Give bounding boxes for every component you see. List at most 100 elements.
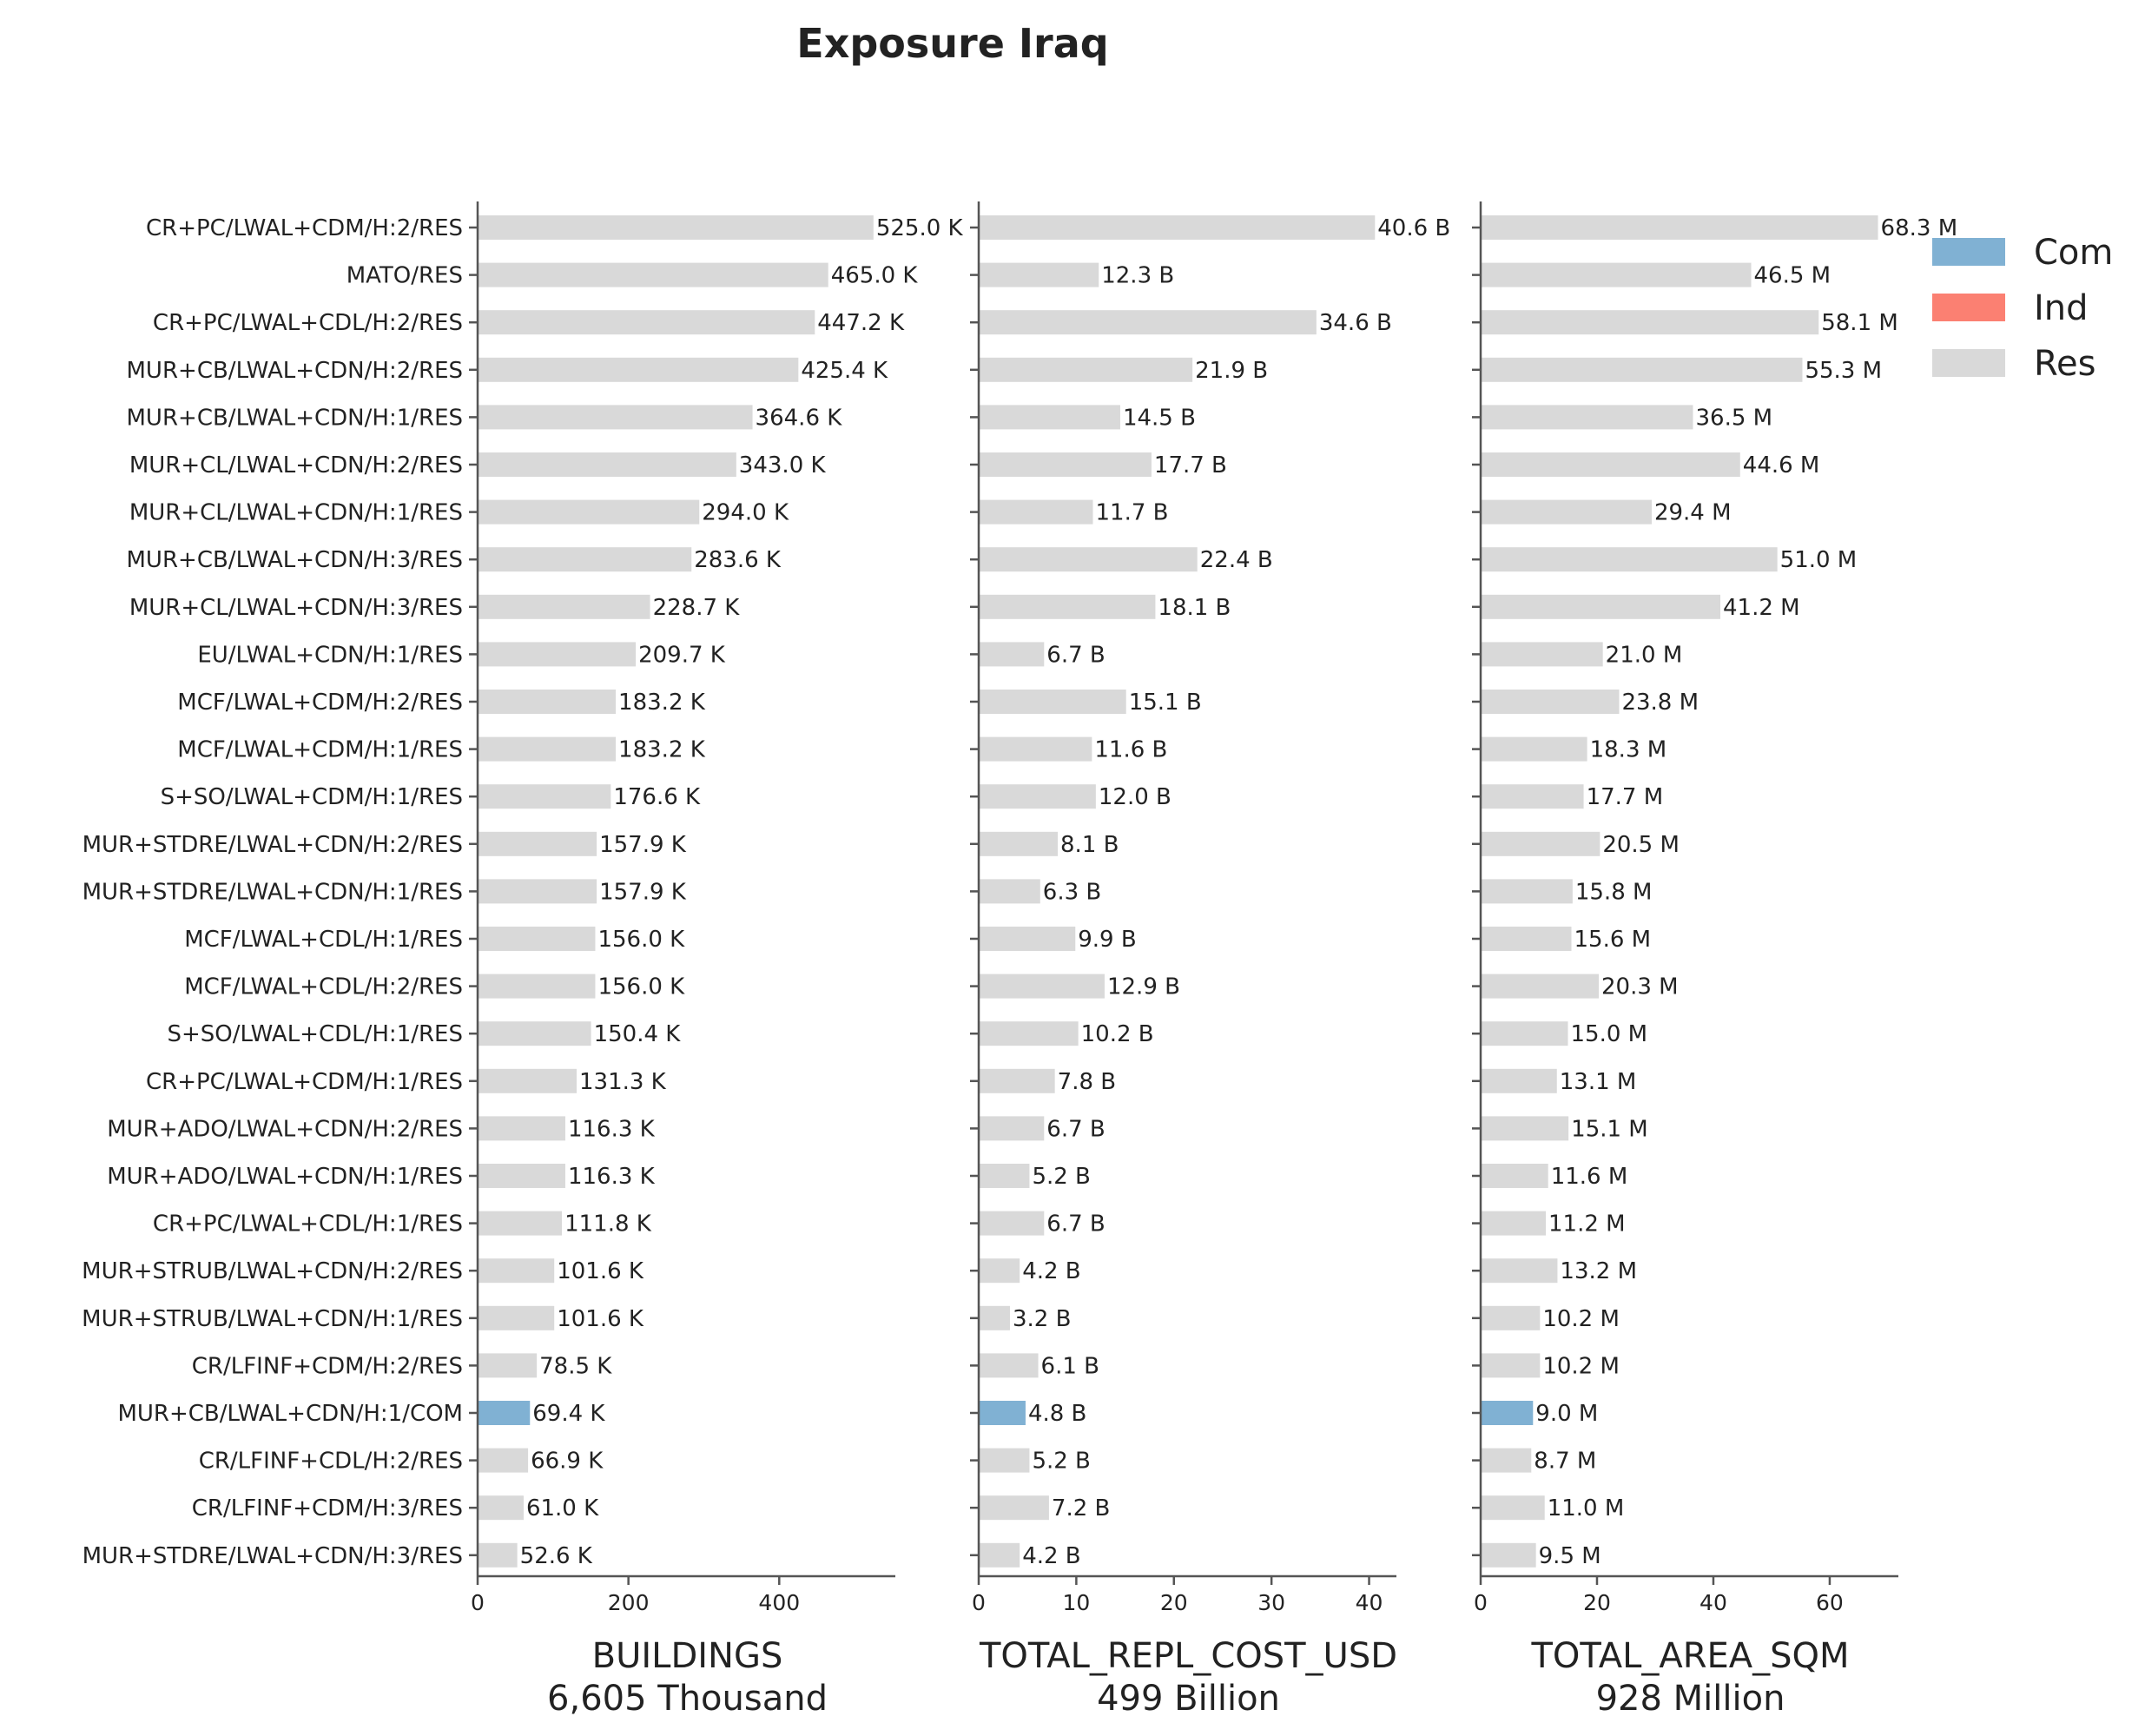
bar — [478, 974, 596, 999]
data-label: 20.5 M — [1602, 832, 1680, 858]
x-axis-total: 499 Billion — [1097, 1679, 1280, 1719]
data-label: 4.8 B — [1028, 1401, 1086, 1427]
x-tick-label: 20 — [1583, 1590, 1611, 1615]
category-label: CR+PC/LWAL+CDL/H:2/RES — [153, 310, 463, 336]
x-axis-total: 6,605 Thousand — [547, 1679, 828, 1719]
data-label: 4.2 B — [1022, 1543, 1080, 1569]
data-label: 12.9 B — [1107, 974, 1180, 1000]
data-label: 15.1 M — [1571, 1116, 1648, 1142]
x-tick-label: 40 — [1356, 1590, 1383, 1615]
x-tick-label: 60 — [1816, 1590, 1844, 1615]
bar — [1481, 1164, 1548, 1188]
category-label: MCF/LWAL+CDL/H:1/RES — [184, 927, 463, 953]
bar — [478, 215, 874, 240]
data-label: 425.4 K — [801, 358, 888, 384]
panel-1: 525.0 K 465.0 K 447.2 K 425.4 K 364.6 K 343.0… — [82, 201, 964, 1719]
data-label: 5.2 B — [1032, 1164, 1090, 1190]
data-label: 5.2 B — [1032, 1449, 1090, 1475]
data-label: 69.4 K — [532, 1401, 605, 1427]
data-label: 78.5 K — [539, 1353, 612, 1379]
bar — [1481, 1258, 1558, 1284]
bar — [979, 1495, 1049, 1521]
data-label: 116.3 K — [568, 1116, 656, 1142]
data-label: 11.6 B — [1094, 737, 1167, 763]
legend-swatch — [1932, 294, 2005, 321]
category-label: MUR+CL/LWAL+CDN/H:1/RES — [129, 500, 463, 526]
category-label: MCF/LWAL+CDM/H:2/RES — [177, 690, 463, 716]
category-label: MUR+CB/LWAL+CDN/H:2/RES — [127, 358, 464, 384]
data-label: 40.6 B — [1377, 215, 1450, 241]
data-label: 228.7 K — [653, 595, 741, 621]
data-label: 525.0 K — [876, 215, 964, 241]
bar — [979, 499, 1093, 525]
bar — [979, 1305, 1010, 1330]
x-axis-total: 928 Million — [1596, 1679, 1785, 1719]
bar — [478, 1305, 555, 1330]
data-label: 44.6 M — [1743, 452, 1820, 479]
bar — [979, 547, 1198, 572]
data-label: 14.5 B — [1123, 405, 1196, 431]
bar — [1481, 831, 1600, 856]
x-axis-label: TOTAL_REPL_COST_USD — [979, 1636, 1397, 1676]
legend-swatch — [1932, 349, 2005, 377]
data-label: 9.9 B — [1078, 927, 1136, 953]
bar — [979, 1116, 1045, 1141]
data-label: 10.2 B — [1081, 1021, 1154, 1047]
data-label: 9.5 M — [1539, 1543, 1601, 1569]
bar — [478, 1021, 591, 1046]
data-label: 21.0 M — [1606, 642, 1683, 668]
bar — [478, 1068, 577, 1093]
bar — [478, 262, 828, 287]
data-label: 15.1 B — [1129, 690, 1202, 716]
legend-label: Com — [2034, 233, 2113, 273]
bar — [979, 1021, 1079, 1046]
bar — [979, 879, 1040, 904]
data-label: 11.7 B — [1095, 500, 1168, 526]
bar — [979, 1542, 1020, 1568]
bar — [1481, 1211, 1547, 1236]
bar — [478, 736, 617, 762]
bar — [1481, 1068, 1557, 1093]
bar — [478, 879, 597, 904]
bar — [979, 262, 1099, 287]
panel-2: 40.6 B 12.3 B 34.6 B 21.9 B 14.5 B 17.7 B 11.7… — [970, 201, 1450, 1719]
bar — [1481, 1542, 1536, 1568]
bar — [1481, 310, 1819, 335]
x-tick-label: 0 — [972, 1590, 986, 1615]
bar — [1481, 262, 1752, 287]
bar — [979, 736, 1092, 762]
bar — [979, 1353, 1039, 1378]
bar — [478, 357, 799, 382]
data-label: 55.3 M — [1805, 358, 1882, 384]
bar — [1481, 1401, 1534, 1425]
bar — [478, 405, 753, 430]
bar — [478, 594, 650, 619]
category-label: MUR+CL/LWAL+CDN/H:3/RES — [129, 595, 463, 621]
bar — [478, 831, 597, 856]
data-label: 18.1 B — [1158, 595, 1231, 621]
data-label: 17.7 M — [1587, 784, 1664, 810]
category-label: EU/LWAL+CDN/H:1/RES — [197, 642, 463, 668]
bar — [478, 1116, 565, 1141]
x-tick-label: 0 — [471, 1590, 485, 1615]
data-label: 6.7 B — [1046, 642, 1105, 668]
data-label: 111.8 K — [564, 1211, 652, 1238]
data-label: 150.4 K — [594, 1021, 682, 1047]
category-label: MUR+STRUB/LWAL+CDN/H:1/RES — [82, 1306, 463, 1332]
x-tick-label: 400 — [758, 1590, 800, 1615]
category-label: MCF/LWAL+CDL/H:2/RES — [184, 974, 463, 1000]
bar — [979, 642, 1045, 667]
bar — [478, 1211, 563, 1236]
data-label: 294.0 K — [702, 500, 789, 526]
bar — [1481, 879, 1573, 904]
bar — [1481, 1305, 1541, 1330]
data-label: 7.8 B — [1058, 1069, 1116, 1095]
data-label: 15.0 M — [1570, 1021, 1647, 1047]
x-tick-label: 40 — [1700, 1590, 1727, 1615]
data-label: 12.0 B — [1099, 784, 1172, 810]
bar — [1481, 690, 1620, 714]
data-label: 36.5 M — [1696, 405, 1773, 431]
bar — [979, 690, 1126, 714]
data-label: 131.3 K — [579, 1069, 667, 1095]
